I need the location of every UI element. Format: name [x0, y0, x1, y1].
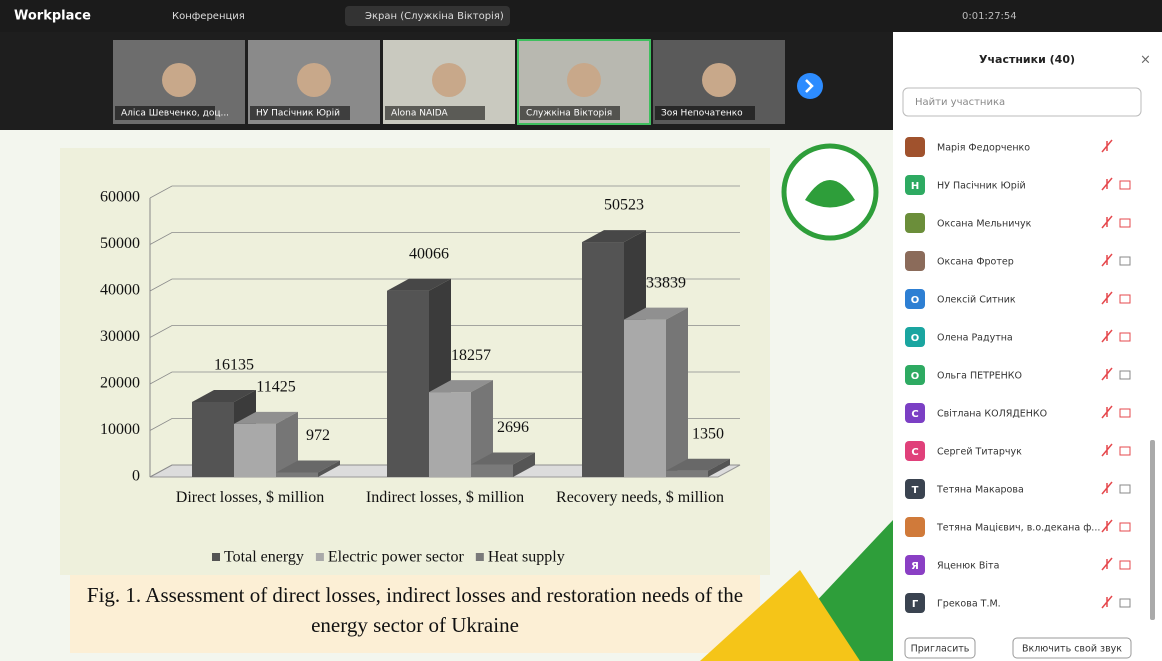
avatar-initial: Я	[911, 561, 919, 572]
y-tick-label: 40000	[100, 282, 140, 299]
share-label[interactable]: Экран (Служкіна Вікторія)	[365, 10, 504, 22]
participant-name: Оксана Фротер	[937, 257, 1014, 268]
legend-label: Electric power sector	[328, 549, 465, 566]
data-label: 16135	[214, 357, 254, 374]
participant-name: Тетяна Мацієвич, в.о.декана ф...	[936, 523, 1100, 534]
video-name: НУ Пасічник Юрій	[256, 109, 340, 119]
scrollbar	[1150, 440, 1155, 620]
close-panel[interactable]: ×	[1140, 53, 1151, 68]
data-label: 18257	[451, 347, 491, 364]
legend-swatch	[212, 553, 220, 561]
data-label: 11425	[256, 379, 295, 396]
video-person	[702, 63, 736, 97]
avatar-initial: Н	[911, 181, 919, 192]
next-videos-button[interactable]	[797, 73, 823, 99]
bar-side	[666, 308, 688, 477]
data-label: 972	[306, 427, 330, 444]
bar-front	[429, 392, 471, 477]
panel-title: Участники (40)	[979, 53, 1075, 66]
avatar-initial: С	[911, 409, 918, 420]
participant-name: Ольга ПЕТРЕНКО	[937, 371, 1022, 382]
legend-swatch	[316, 553, 324, 561]
chart-title-box: Fig. 1. Assessment of direct losses, ind…	[75, 580, 755, 650]
chart-title: Fig. 1. Assessment of direct losses, ind…	[75, 580, 755, 640]
avatar-photo	[905, 251, 925, 271]
app-name: Workplace	[14, 9, 91, 24]
panel-button-label: Включить свой звук	[1022, 644, 1122, 655]
bar-front	[387, 291, 429, 477]
avatar-initial: Т	[912, 485, 919, 496]
video-person	[162, 63, 196, 97]
video-name: Alona NAIDA	[391, 109, 449, 119]
data-label: 2696	[497, 419, 529, 436]
timer: 0:01:27:54	[962, 11, 1017, 22]
x-tick-label: Indirect losses, $ million	[350, 488, 540, 508]
y-tick-label: 0	[132, 468, 140, 485]
participant-name: Яценюк Віта	[937, 561, 999, 572]
participants-panel	[893, 32, 1162, 661]
avatar-initial: О	[911, 333, 920, 344]
x-tick-label: Direct losses, $ million	[155, 488, 345, 508]
video-name: Зоя Непочатенко	[661, 109, 743, 119]
bar-front	[471, 464, 513, 477]
participant-name: НУ Пасічник Юрій	[937, 181, 1026, 192]
y-tick-label: 30000	[100, 328, 140, 345]
participant-name: Олексій Ситник	[937, 295, 1016, 306]
data-label: 40066	[409, 245, 449, 262]
bar-front	[624, 320, 666, 477]
panel-button-label: Пригласить	[911, 644, 970, 655]
x-tick-label-box: Indirect losses, $ million	[350, 488, 540, 534]
avatar-initial: О	[911, 371, 920, 382]
legend-label: Total energy	[224, 549, 304, 566]
video-name: Аліса Шевченко, доц...	[121, 109, 229, 119]
bar-front	[234, 424, 276, 477]
data-label: 1350	[692, 425, 724, 442]
bar	[624, 308, 688, 477]
participant-name: Тетяна Макарова	[936, 485, 1024, 496]
avatar-initial: Г	[912, 599, 919, 610]
participant-name: Сергей Титарчук	[937, 447, 1022, 458]
search-placeholder: Найти участника	[915, 97, 1005, 108]
y-tick-label: 10000	[100, 421, 140, 438]
avatar-photo	[905, 213, 925, 233]
legend-swatch	[476, 553, 484, 561]
avatar-initial: С	[911, 447, 918, 458]
y-tick-label: 60000	[100, 189, 140, 206]
avatar-photo	[905, 137, 925, 157]
participant-name: Світлана КОЛЯДЕНКО	[937, 409, 1047, 420]
participant-name: Оксана Мельничук	[937, 219, 1032, 230]
participant-name: Олена Радутна	[937, 333, 1013, 344]
y-tick-label: 50000	[100, 235, 140, 252]
y-tick-label: 20000	[100, 375, 140, 392]
bar-front	[582, 242, 624, 477]
x-tick-label: Recovery needs, $ million	[545, 488, 735, 508]
x-tick-label-box: Recovery needs, $ million	[545, 488, 735, 534]
video-person	[432, 63, 466, 97]
bar-front	[276, 472, 318, 477]
screen: Workplace Конференция Экран (Служкіна Ві…	[0, 0, 1162, 661]
avatar-photo	[905, 517, 925, 537]
legend-label: Heat supply	[488, 549, 565, 566]
participant-name: Грекова Т.М.	[937, 599, 1001, 610]
video-name: Служкіна Вікторія	[526, 109, 612, 119]
bar-front	[666, 471, 708, 477]
participant-name: Марія Федорченко	[937, 143, 1030, 154]
avatar-initial: О	[911, 295, 920, 306]
x-tick-label-box: Direct losses, $ million	[155, 488, 345, 534]
data-label: 33839	[646, 274, 686, 291]
bar-front	[192, 402, 234, 477]
meeting-name[interactable]: Конференция	[172, 11, 245, 22]
video-person	[567, 63, 601, 97]
video-person	[297, 63, 331, 97]
data-label: 50523	[604, 197, 644, 214]
